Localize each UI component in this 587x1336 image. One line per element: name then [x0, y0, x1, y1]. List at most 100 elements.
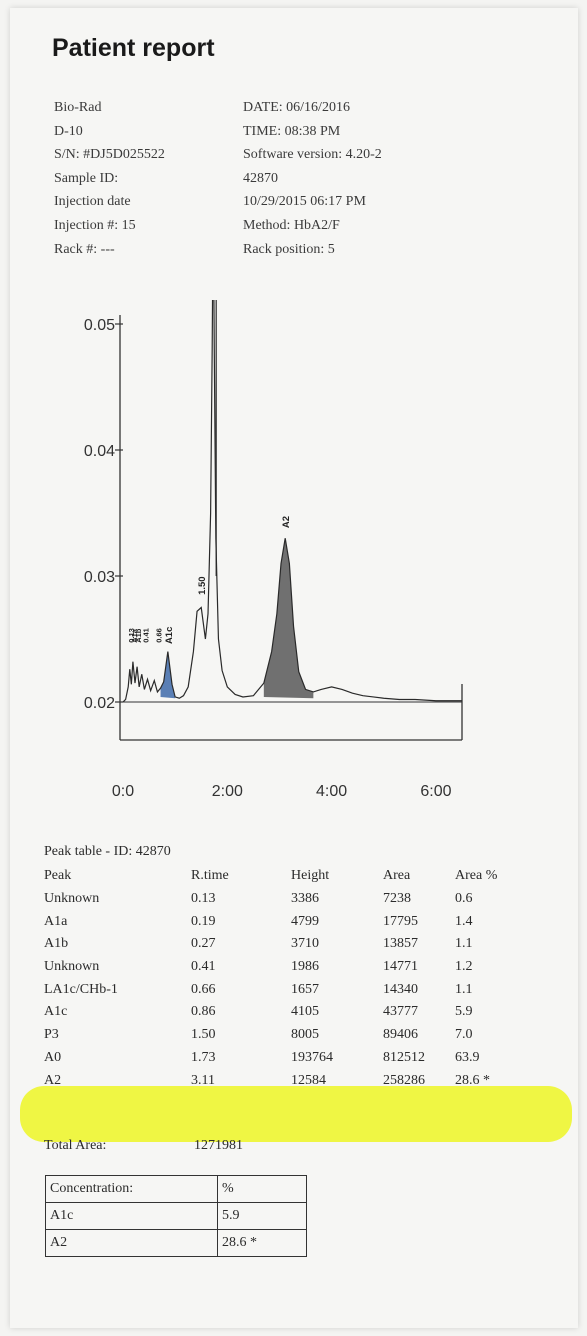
peak-area: 7238	[383, 891, 411, 907]
peak-name: A1a	[44, 913, 68, 929]
peak-area: 258286	[383, 1072, 425, 1088]
analyte-value: 5.9	[217, 1202, 307, 1230]
peak-name: LA1c/CHb-1	[44, 981, 118, 997]
total-area: Total Area: 1271981	[44, 1138, 243, 1154]
peak-name: A1b	[44, 936, 69, 952]
peak-name: A0	[44, 1049, 62, 1065]
retention-time: 0.13	[191, 891, 216, 907]
peak-height: 193764	[291, 1049, 333, 1065]
x-axis: 0:0 2:00 4:00 6:00	[112, 684, 463, 800]
x-tick-label: 4:00	[316, 783, 347, 800]
peak-area: 43777	[383, 1004, 418, 1020]
total-area-value: 1271981	[194, 1138, 243, 1153]
area-percent: 1.2	[455, 959, 473, 975]
concentration-header: Concentration:	[45, 1175, 218, 1203]
area-percent: 7.0	[455, 1027, 473, 1043]
meta-value: 10/29/2015 06:17 PM	[243, 194, 366, 210]
peak-label: A1c	[164, 627, 175, 644]
meta-label: D-10	[54, 123, 83, 139]
column-header: R.time	[191, 868, 229, 884]
x-tick-label: 0:0	[112, 783, 134, 800]
table-row: Unknown 0.41 1986 14771 1.2	[44, 956, 525, 979]
area-percent: 1.1	[455, 981, 473, 997]
meta-value: Rack position: 5	[243, 241, 335, 257]
analyte-value: 28.6 *	[217, 1229, 307, 1257]
peak-height: 4105	[291, 1004, 319, 1020]
analyte-name: A1c	[45, 1202, 218, 1230]
chromatogram-trace	[122, 300, 462, 703]
peak-label: A1b	[134, 628, 143, 643]
table-row: A1c 0.86 4105 43777 5.9	[44, 1001, 525, 1024]
meta-label: Bio-Rad	[54, 100, 102, 115]
highlight-marker	[20, 1086, 572, 1142]
table-row: Concentration: %	[45, 1175, 307, 1203]
peak-name: Unknown	[44, 959, 100, 975]
peak-label: A1a	[130, 628, 139, 643]
analyte-name: A2	[45, 1229, 218, 1257]
x-tick-label: 6:00	[420, 783, 451, 800]
peak-height: 1657	[291, 981, 319, 997]
y-tick-label: 0.05	[84, 317, 115, 334]
trace-line	[122, 300, 462, 703]
x-tick-label: 2:00	[212, 783, 243, 800]
run-info: DATE: 06/16/2016 TIME: 08:38 PM Software…	[243, 96, 382, 261]
area-percent: 1.1	[455, 936, 473, 952]
meta-label: Injection date	[54, 194, 131, 210]
area-percent: 28.6 *	[455, 1072, 490, 1088]
table-row: A2 28.6 *	[45, 1229, 307, 1257]
peak-name: Unknown	[44, 891, 100, 907]
chromatogram-chart: 0.02 0.03 0.04 0.05 0:0 2:00 4:00 6:00 0.13A1a…	[84, 300, 463, 800]
a1c-peak-area	[160, 651, 176, 699]
total-area-label: Total Area:	[44, 1138, 107, 1153]
meta-value: 42870	[243, 170, 278, 186]
peak-table: Peak R.time Height Area Area % Unknown 0.…	[44, 865, 525, 1092]
peak-height: 3710	[291, 936, 319, 952]
peak-area: 13857	[383, 936, 418, 952]
meta-label: Injection #: 15	[54, 217, 136, 233]
y-tick-label: 0.04	[84, 443, 115, 460]
meta-value: TIME: 08:38 PM	[243, 123, 341, 139]
shaded-peaks	[160, 538, 314, 699]
meta-value: Software version: 4.20-2	[243, 147, 382, 163]
peak-height: 8005	[291, 1027, 319, 1043]
peak-area: 14340	[383, 981, 418, 997]
column-header: Area %	[455, 868, 498, 884]
concentration-table: Concentration: % A1c 5.9 A2 28.6 *	[45, 1175, 307, 1257]
peak-area: 17795	[383, 913, 418, 929]
table-row: P3 1.50 8005 89406 7.0	[44, 1024, 525, 1047]
peak-label: 1.50	[197, 576, 208, 595]
peak-area: 812512	[383, 1049, 425, 1065]
area-percent: 5.9	[455, 1004, 473, 1020]
retention-time: 0.19	[191, 913, 216, 929]
retention-time: 0.86	[191, 1004, 216, 1020]
peak-area: 14771	[383, 959, 418, 975]
peak-height: 3386	[291, 891, 319, 907]
peak-name: A1c	[44, 1004, 68, 1020]
retention-time: 0.27	[191, 936, 216, 952]
table-row: A1c 5.9	[45, 1202, 307, 1230]
y-tick-label: 0.03	[84, 569, 115, 586]
peak-height: 1986	[291, 959, 319, 975]
retention-time: 3.11	[191, 1072, 215, 1088]
table-row: A2 3.11 12584 258286 28.6 *	[44, 1069, 525, 1092]
column-header: Height	[291, 868, 330, 884]
meta-value: DATE: 06/16/2016	[243, 100, 350, 115]
peak-label: 0.66	[154, 628, 163, 643]
table-header-row: Peak R.time Height Area Area %	[44, 865, 525, 888]
retention-time: 1.73	[191, 1049, 216, 1065]
y-axis: 0.02 0.03 0.04 0.05	[84, 315, 123, 740]
instrument-info: Bio-Rad D-10 S/N: #DJ5D025522 Sample ID:…	[54, 96, 165, 261]
peak-area: 89406	[383, 1027, 418, 1043]
area-percent: 0.6	[455, 891, 473, 907]
report-title: Patient report	[52, 34, 215, 62]
area-percent: 1.4	[455, 913, 473, 929]
area-percent: 63.9	[455, 1049, 480, 1065]
y-tick-label: 0.02	[84, 695, 115, 712]
peak-name: P3	[44, 1027, 59, 1043]
retention-time: 0.41	[191, 959, 216, 975]
peak-table-title: Peak table - ID: 42870	[44, 844, 171, 859]
column-header: Area	[383, 868, 411, 884]
meta-value: Method: HbA2/F	[243, 217, 340, 233]
table-row: A1a 0.19 4799 17795 1.4	[44, 910, 525, 933]
